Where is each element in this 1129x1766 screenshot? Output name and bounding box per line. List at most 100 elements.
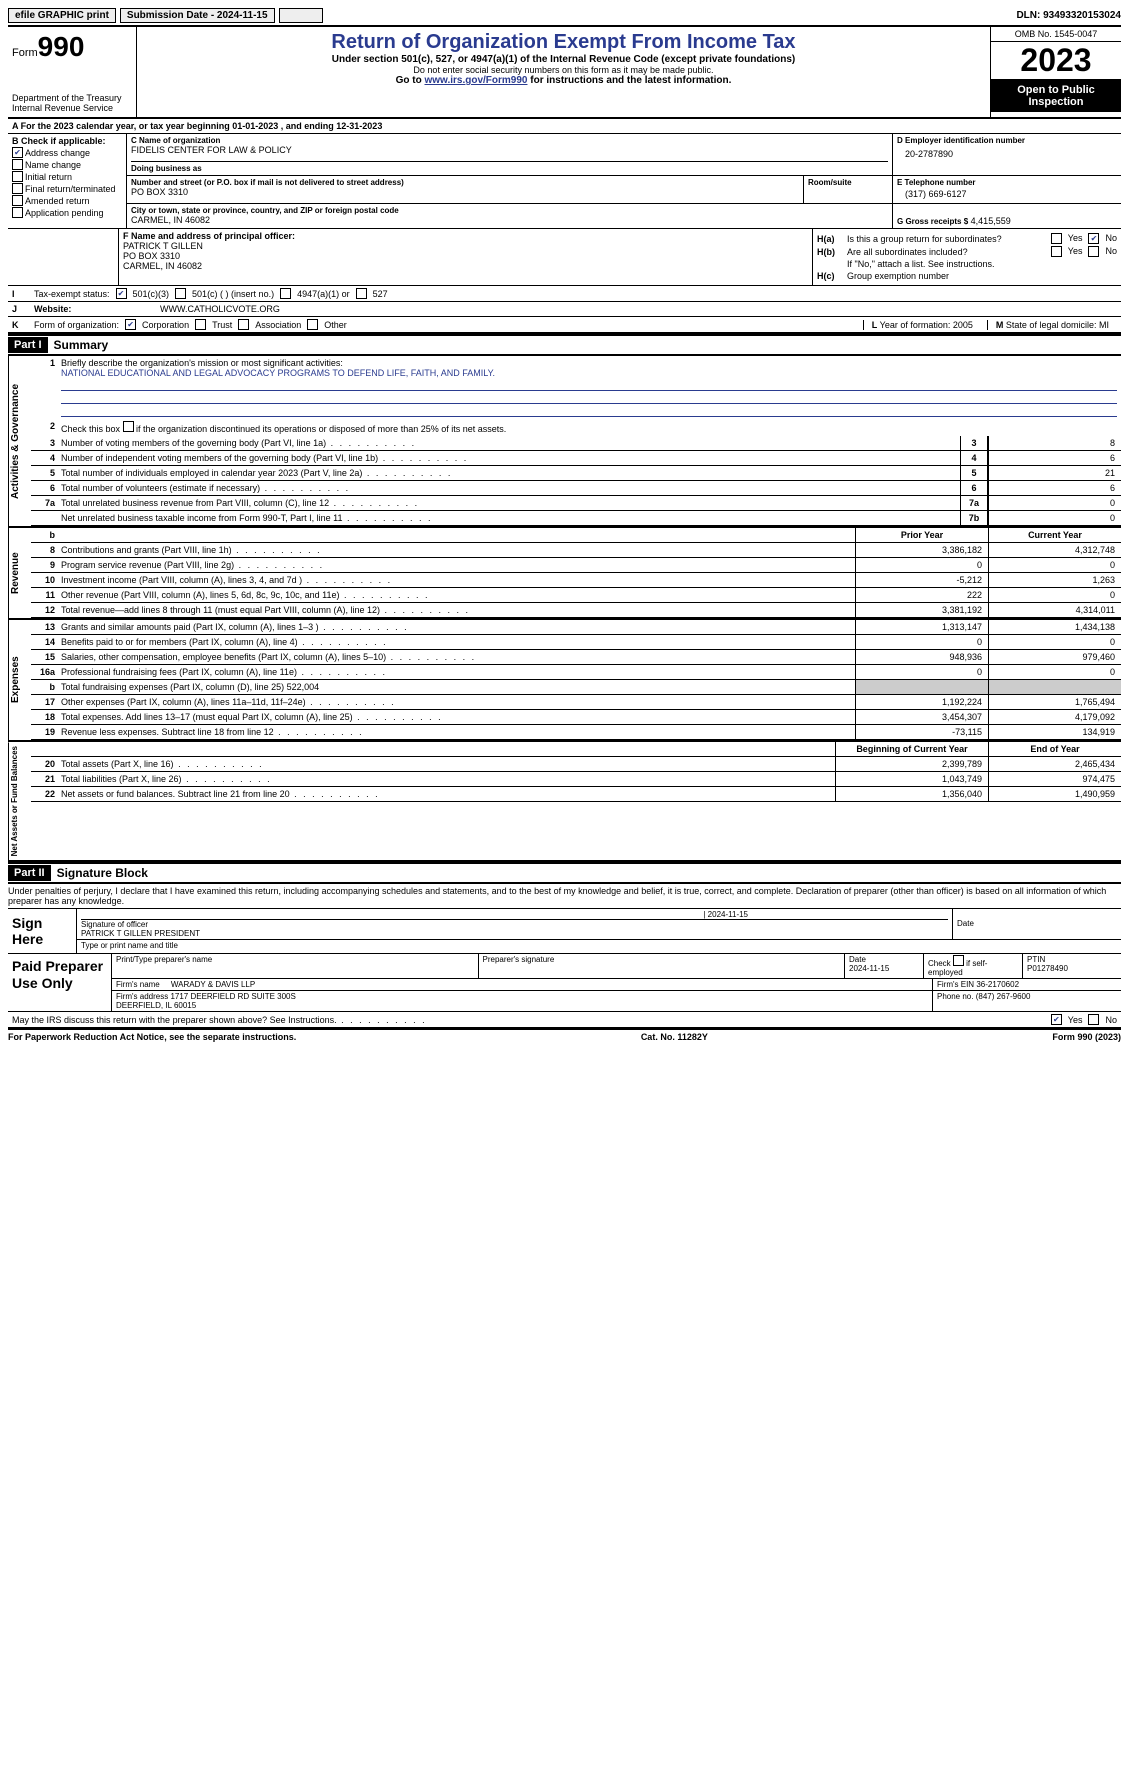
box-b-label: Name change	[25, 160, 81, 170]
ha-question: Is this a group return for subordinates?	[847, 234, 1051, 244]
hb-label: H(b)	[817, 247, 847, 257]
summary-revenue: Revenue b Prior Year Current Year 8 Cont…	[8, 528, 1121, 620]
line-num: 5	[31, 466, 57, 480]
assoc-checkbox[interactable]	[238, 319, 249, 330]
room-label: Room/suite	[808, 178, 888, 187]
corp-checkbox[interactable]	[125, 319, 136, 330]
line-num: 13	[31, 620, 57, 634]
hb-no-checkbox[interactable]	[1088, 246, 1099, 257]
summary-expenses: Expenses 13 Grants and similar amounts p…	[8, 620, 1121, 742]
line-num: 10	[31, 573, 57, 587]
line-box: 5	[960, 466, 988, 480]
firm-phone-label: Phone no.	[937, 992, 973, 1001]
opt-assoc: Association	[255, 320, 301, 330]
sign-here-block: Sign Here | 2024-11-15 Signature of offi…	[8, 909, 1121, 954]
other-checkbox[interactable]	[307, 319, 318, 330]
prior-val: 2,399,789	[835, 757, 988, 771]
goto-link[interactable]: www.irs.gov/Form990	[424, 75, 527, 86]
box-b-item: Initial return	[12, 171, 122, 182]
part1-title: Summary	[48, 336, 115, 354]
i-label: I	[12, 289, 28, 299]
form-title: Return of Organization Exempt From Incom…	[145, 31, 982, 54]
hb-yes-checkbox[interactable]	[1051, 246, 1062, 257]
curr-val: 0	[988, 588, 1121, 602]
527-label: 527	[373, 289, 388, 299]
mission-underline	[61, 404, 1117, 417]
discuss-no-checkbox[interactable]	[1088, 1014, 1099, 1025]
form-num: 990	[38, 31, 85, 62]
line-num: 16a	[31, 665, 57, 679]
501c-checkbox[interactable]	[175, 288, 186, 299]
box-b-checkbox[interactable]	[12, 207, 23, 218]
line-num: 17	[31, 695, 57, 709]
prior-year-hdr: Prior Year	[855, 528, 988, 542]
officer-name: PATRICK T GILLEN	[123, 241, 808, 251]
line-desc: Grants and similar amounts paid (Part IX…	[57, 620, 855, 634]
line-desc: Contributions and grants (Part VIII, lin…	[57, 543, 855, 557]
line2-post: if the organization discontinued its ope…	[134, 424, 507, 434]
vtab-netassets: Net Assets or Fund Balances	[8, 742, 31, 860]
prior-val: 1,356,040	[835, 787, 988, 801]
firm-ein-label: Firm's EIN	[937, 980, 974, 989]
dln-value: 93493320153024	[1043, 10, 1121, 21]
box-b-checkbox[interactable]	[12, 159, 23, 170]
4947-checkbox[interactable]	[280, 288, 291, 299]
current-year-hdr: Current Year	[988, 528, 1121, 542]
summary-line: 4 Number of independent voting members o…	[31, 451, 1121, 466]
box-b-label: Amended return	[25, 196, 90, 206]
ha-no-checkbox[interactable]	[1088, 233, 1099, 244]
city-label: City or town, state or province, country…	[131, 206, 888, 215]
line-num: 19	[31, 725, 57, 739]
hb-note: If "No," attach a list. See instructions…	[817, 259, 1117, 269]
line-val: 21	[988, 466, 1121, 480]
header-middle: Return of Organization Exempt From Incom…	[137, 27, 990, 117]
line-num: b	[31, 680, 57, 694]
ein-value: 20-2787890	[897, 145, 1117, 163]
dln: DLN: 93493320153024	[1016, 10, 1121, 21]
k-title: Form of organization:	[34, 320, 119, 330]
line-desc: Other revenue (Part VIII, column (A), li…	[57, 588, 855, 602]
summary-line: 11 Other revenue (Part VIII, column (A),…	[31, 588, 1121, 603]
summary-line: 18 Total expenses. Add lines 13–17 (must…	[31, 710, 1121, 725]
line-desc: Total expenses. Add lines 13–17 (must eq…	[57, 710, 855, 724]
box-b-checkbox[interactable]	[12, 195, 23, 206]
begin-year-hdr: Beginning of Current Year	[835, 742, 988, 756]
self-emp-checkbox[interactable]	[953, 955, 964, 966]
527-checkbox[interactable]	[356, 288, 367, 299]
summary-line: 8 Contributions and grants (Part VIII, l…	[31, 543, 1121, 558]
trust-checkbox[interactable]	[195, 319, 206, 330]
line-num: 18	[31, 710, 57, 724]
footer-right: Form 990 (2023)	[1052, 1032, 1121, 1042]
blank-button	[279, 8, 323, 23]
ha-yes-checkbox[interactable]	[1051, 233, 1062, 244]
summary-line: 7a Total unrelated business revenue from…	[31, 496, 1121, 511]
efile-button[interactable]: efile GRAPHIC print	[8, 8, 116, 23]
firm-ein-value: 36-2170602	[976, 980, 1019, 989]
501c-other: 501(c) ( ) (insert no.)	[192, 289, 274, 299]
hc-label: H(c)	[817, 271, 847, 281]
box-b-checkbox[interactable]	[12, 171, 23, 182]
firm-name-value: WARADY & DAVIS LLP	[171, 980, 255, 989]
discuss-yes-checkbox[interactable]	[1051, 1014, 1062, 1025]
part2-header: Part II Signature Block	[8, 862, 1121, 884]
gross-label: G Gross receipts $	[897, 217, 968, 226]
website-value: WWW.CATHOLICVOTE.ORG	[160, 304, 280, 314]
line-desc: Professional fundraising fees (Part IX, …	[57, 665, 855, 679]
omb-number: OMB No. 1545-0047	[991, 27, 1121, 42]
prior-val: 0	[855, 558, 988, 572]
part1-header: Part I Summary	[8, 334, 1121, 356]
prior-val: 1,043,749	[835, 772, 988, 786]
mission-underline	[61, 391, 1117, 404]
curr-val: 1,765,494	[988, 695, 1121, 709]
sig-officer-label: Signature of officer	[81, 920, 148, 929]
name-label: C Name of organization	[131, 136, 888, 145]
firm-name-label: Firm's name	[116, 980, 160, 989]
line2-checkbox[interactable]	[123, 421, 134, 432]
vtab-expenses: Expenses	[8, 620, 31, 740]
curr-val: 0	[988, 635, 1121, 649]
box-b-checkbox[interactable]	[12, 147, 23, 158]
501c3-checkbox[interactable]	[116, 288, 127, 299]
box-b-checkbox[interactable]	[12, 183, 23, 194]
line-a-tax-year: A For the 2023 calendar year, or tax yea…	[8, 119, 1121, 134]
m-label: M	[996, 320, 1004, 330]
